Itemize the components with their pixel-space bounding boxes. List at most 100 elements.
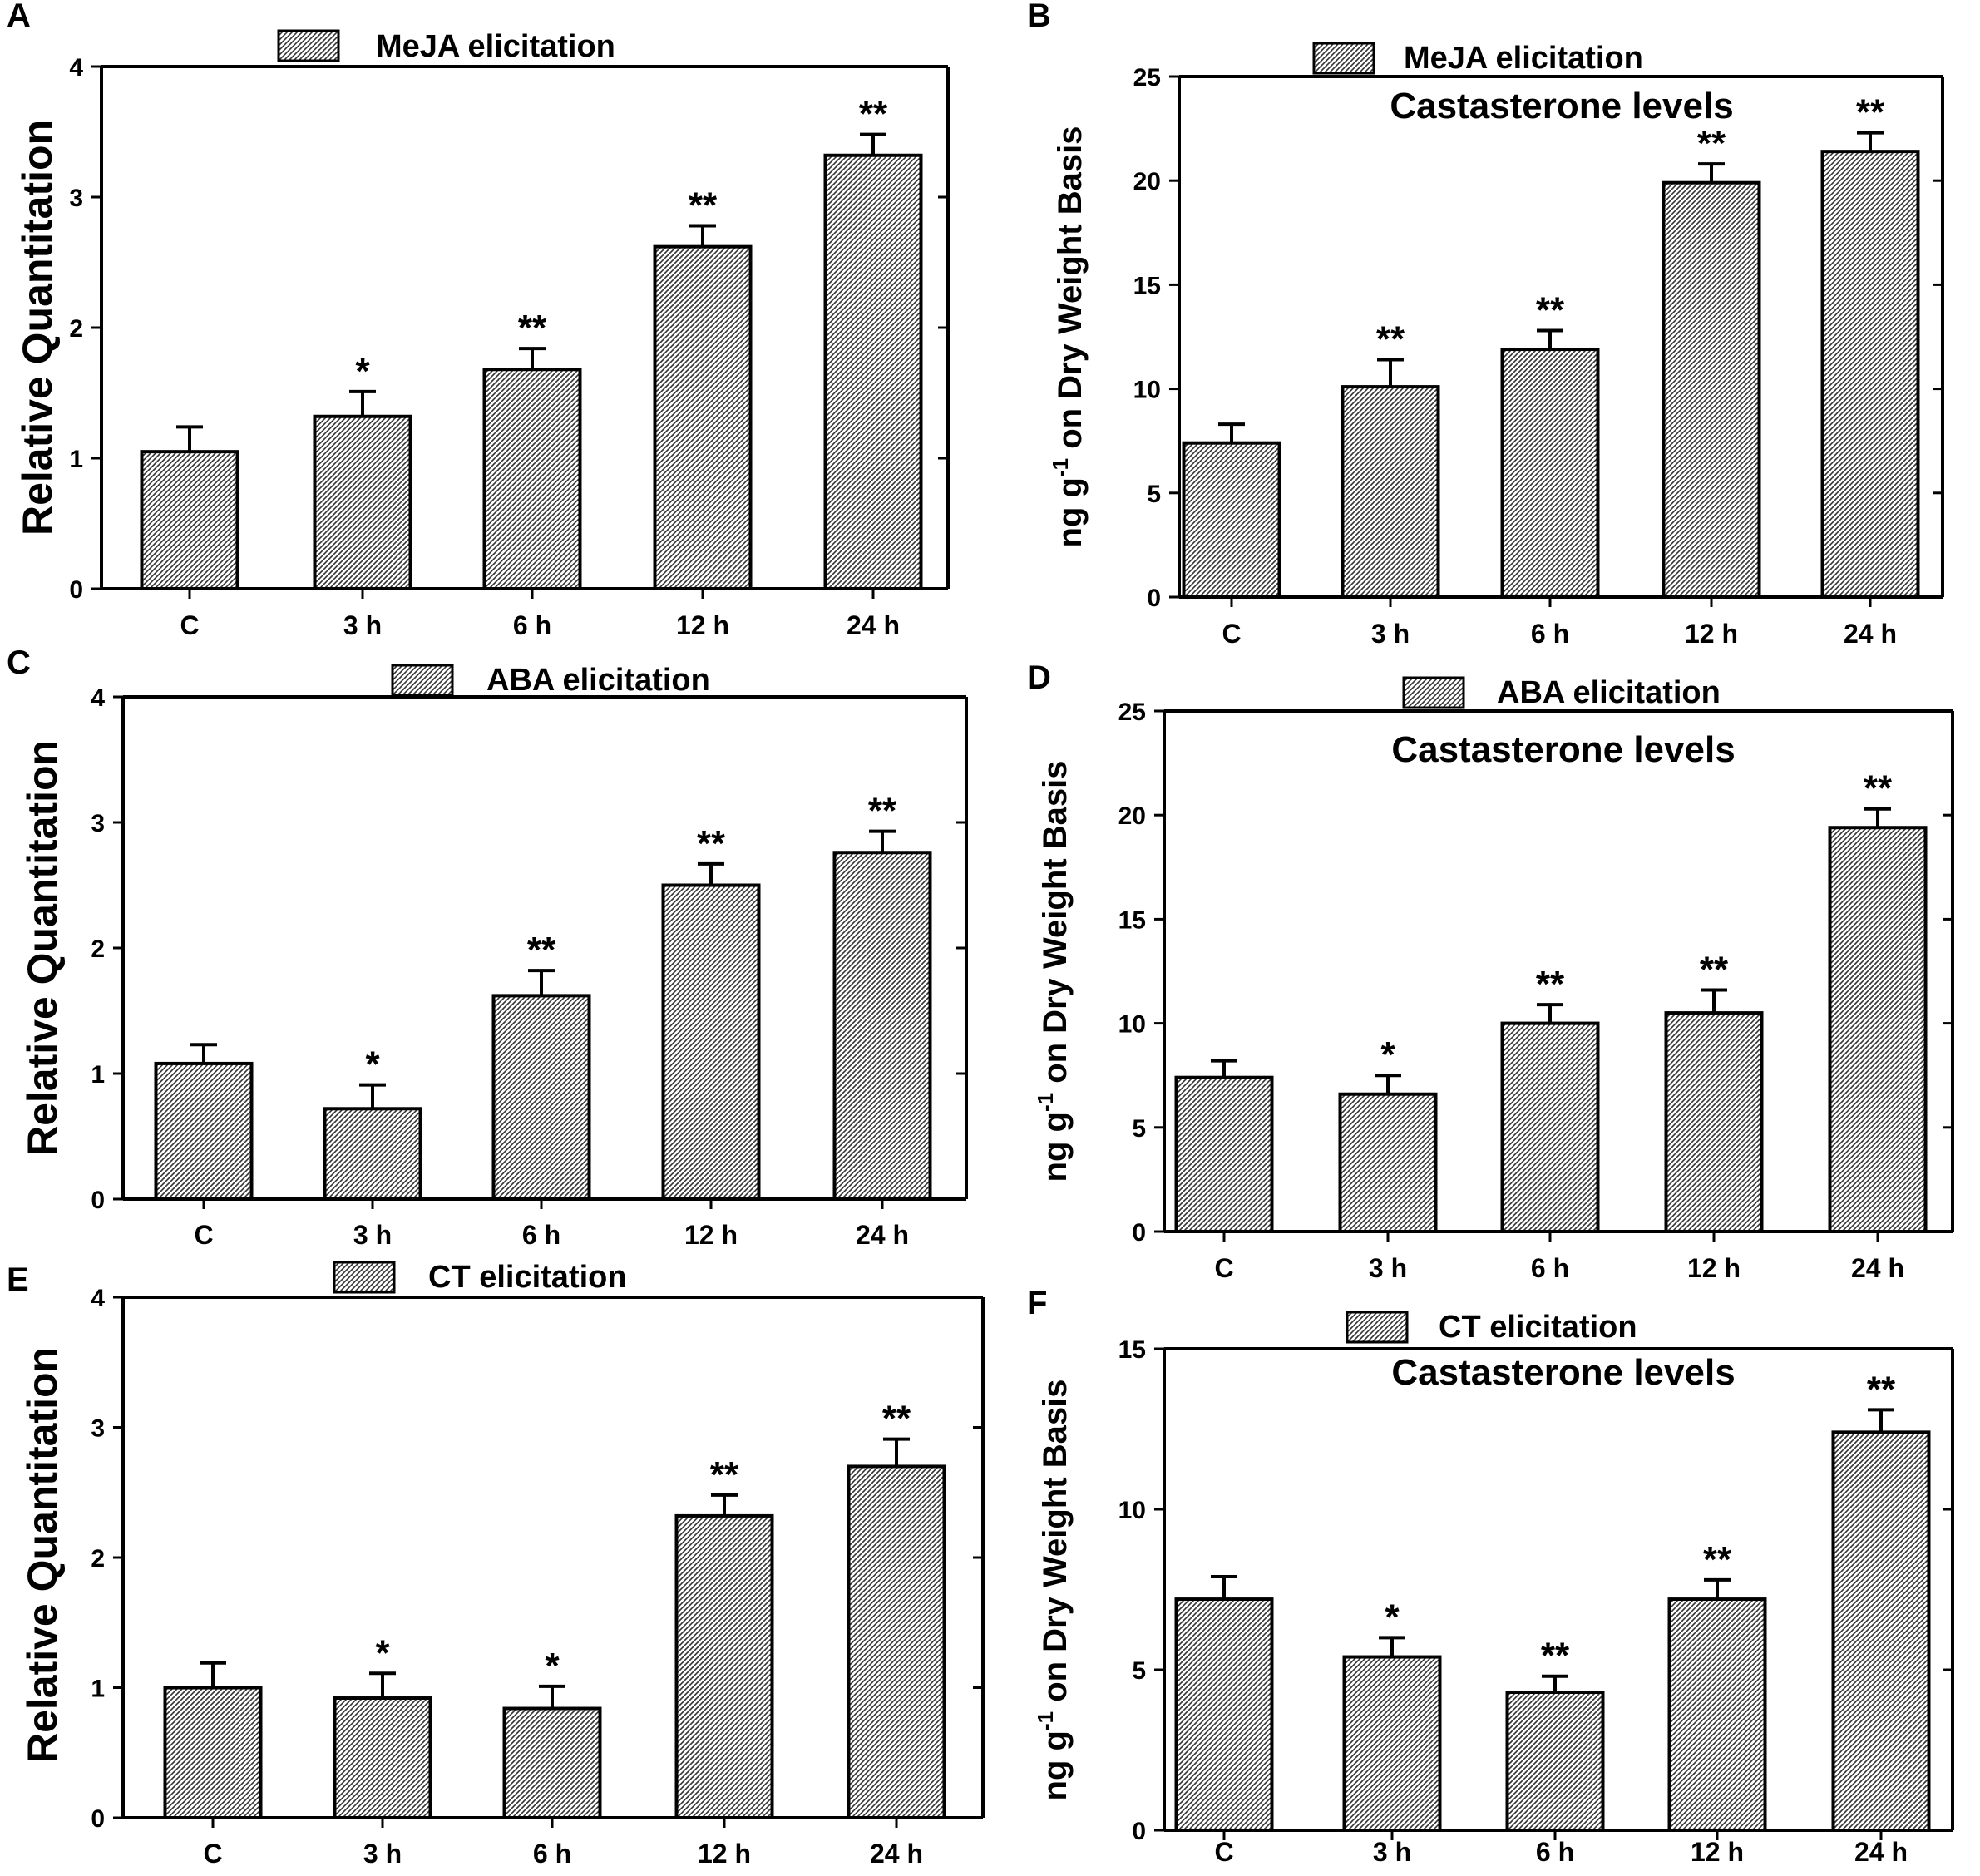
y-tick-label: 3 bbox=[91, 1415, 105, 1443]
y-tick-label: 15 bbox=[1118, 906, 1146, 934]
x-tick-label: C bbox=[180, 610, 199, 640]
significance-label: ** bbox=[518, 308, 547, 348]
y-tick-label: 15 bbox=[1133, 272, 1161, 299]
bar bbox=[154, 1061, 254, 1202]
y-tick-label: 5 bbox=[1132, 1657, 1146, 1685]
x-tick-label: 6 h bbox=[1531, 1253, 1569, 1283]
bar bbox=[323, 1107, 422, 1202]
significance-label: ** bbox=[1541, 1636, 1570, 1676]
x-tick-label: 6 h bbox=[513, 610, 551, 640]
x-tick-label: 6 h bbox=[1536, 1837, 1574, 1867]
y-axis-label: Relative Quantitation bbox=[14, 120, 61, 536]
panel-letter: C bbox=[7, 644, 31, 681]
legend-label: ABA elicitation bbox=[1497, 675, 1721, 710]
significance-label: ** bbox=[697, 823, 726, 864]
x-tick-label: 3 h bbox=[1373, 1837, 1411, 1867]
significance-label: * bbox=[1385, 1597, 1400, 1637]
x-tick-label: 24 h bbox=[1844, 619, 1897, 649]
bar bbox=[1505, 1691, 1605, 1833]
bar bbox=[1500, 1021, 1600, 1233]
y-tick-label: 15 bbox=[1118, 1336, 1146, 1364]
significance-label: * bbox=[365, 1044, 380, 1085]
y-tick-label: 20 bbox=[1133, 168, 1161, 195]
y-axis-label: ng g-1 on Dry Weight Basis bbox=[1033, 1380, 1074, 1801]
y-axis-label: ng g-1 on Dry Weight Basis bbox=[1033, 761, 1074, 1182]
significance-label: ** bbox=[527, 930, 556, 970]
bar bbox=[1500, 348, 1600, 599]
bar bbox=[1342, 1655, 1442, 1833]
chart-subtitle: Castasterone levels bbox=[1391, 729, 1735, 770]
bar bbox=[1338, 1092, 1438, 1233]
y-tick-label: 0 bbox=[91, 1805, 105, 1833]
y-tick-label: 1 bbox=[91, 1676, 105, 1703]
panel-letter: D bbox=[1027, 659, 1051, 696]
bar bbox=[1174, 1597, 1274, 1832]
significance-label: ** bbox=[1376, 319, 1405, 360]
significance-label: * bbox=[1380, 1034, 1395, 1075]
panel-letter: E bbox=[7, 1261, 29, 1298]
legend-swatch bbox=[333, 1261, 396, 1294]
x-tick-label: 6 h bbox=[533, 1839, 571, 1869]
y-tick-label: 4 bbox=[69, 54, 83, 81]
legend-swatch bbox=[277, 29, 340, 62]
panel-letter: F bbox=[1027, 1285, 1047, 1321]
y-tick-label: 4 bbox=[91, 684, 105, 712]
panel-c: C ABA elicitation 0 1 2 3 4 Relative Quantitati… bbox=[7, 644, 968, 1250]
significance-label: ** bbox=[882, 1399, 911, 1439]
bar bbox=[1662, 180, 1761, 599]
y-tick-label: 1 bbox=[91, 1061, 105, 1089]
significance-label: ** bbox=[1536, 289, 1565, 330]
bar bbox=[1820, 150, 1920, 600]
bar bbox=[653, 244, 753, 590]
bar bbox=[482, 368, 582, 590]
x-tick-label: C bbox=[1214, 1837, 1233, 1867]
legend-swatch bbox=[1402, 676, 1465, 709]
significance-label: * bbox=[545, 1646, 560, 1686]
bar bbox=[1341, 385, 1440, 600]
bar bbox=[1664, 1011, 1764, 1233]
y-tick-label: 10 bbox=[1118, 1497, 1146, 1524]
bar bbox=[1831, 1430, 1931, 1832]
significance-label: ** bbox=[868, 791, 897, 832]
y-tick-label: 3 bbox=[69, 185, 83, 212]
y-tick-label: 25 bbox=[1133, 64, 1161, 91]
x-tick-label: 12 h bbox=[1685, 619, 1738, 649]
x-tick-label: 3 h bbox=[353, 1220, 392, 1250]
x-tick-label: 12 h bbox=[684, 1220, 738, 1250]
y-tick-label: 10 bbox=[1118, 1011, 1146, 1039]
y-tick-label: 0 bbox=[1132, 1818, 1146, 1845]
x-tick-label: 3 h bbox=[1371, 619, 1410, 649]
y-tick-label: 5 bbox=[1132, 1115, 1146, 1143]
significance-label: ** bbox=[710, 1454, 739, 1495]
x-tick-label: 12 h bbox=[676, 610, 729, 640]
x-tick-label: 12 h bbox=[1691, 1837, 1744, 1867]
bar bbox=[661, 883, 761, 1201]
legend-swatch bbox=[1312, 42, 1375, 75]
y-axis-label: Relative Quantitation bbox=[19, 1347, 66, 1763]
bar bbox=[1667, 1597, 1767, 1832]
bar bbox=[313, 414, 412, 591]
bar bbox=[163, 1686, 263, 1819]
y-tick-label: 3 bbox=[91, 810, 105, 837]
y-axis-label: Relative Quantitation bbox=[19, 740, 66, 1156]
y-tick-label: 5 bbox=[1147, 481, 1161, 508]
bar bbox=[847, 1464, 946, 1819]
chart-subtitle: Castasterone levels bbox=[1391, 1352, 1735, 1393]
panel-letter: A bbox=[7, 0, 31, 34]
y-tick-label: 0 bbox=[1147, 585, 1161, 612]
bar bbox=[832, 851, 932, 1201]
significance-label: * bbox=[375, 1632, 390, 1673]
significance-label: ** bbox=[1864, 768, 1893, 809]
x-tick-label: C bbox=[1214, 1253, 1233, 1283]
legend-label: MeJA elicitation bbox=[376, 29, 615, 64]
bar bbox=[502, 1706, 602, 1820]
panel-e: E CT elicitation 0 1 2 3 4 Relative Quantitatio… bbox=[7, 1260, 985, 1869]
bar bbox=[1828, 826, 1928, 1233]
significance-label: ** bbox=[1856, 92, 1885, 133]
legend-swatch bbox=[1346, 1311, 1409, 1344]
x-tick-label: 12 h bbox=[1687, 1253, 1741, 1283]
y-axis-label: ng g-1 on Dry Weight Basis bbox=[1048, 126, 1089, 548]
y-tick-label: 2 bbox=[91, 1545, 105, 1572]
bar bbox=[1182, 441, 1281, 599]
